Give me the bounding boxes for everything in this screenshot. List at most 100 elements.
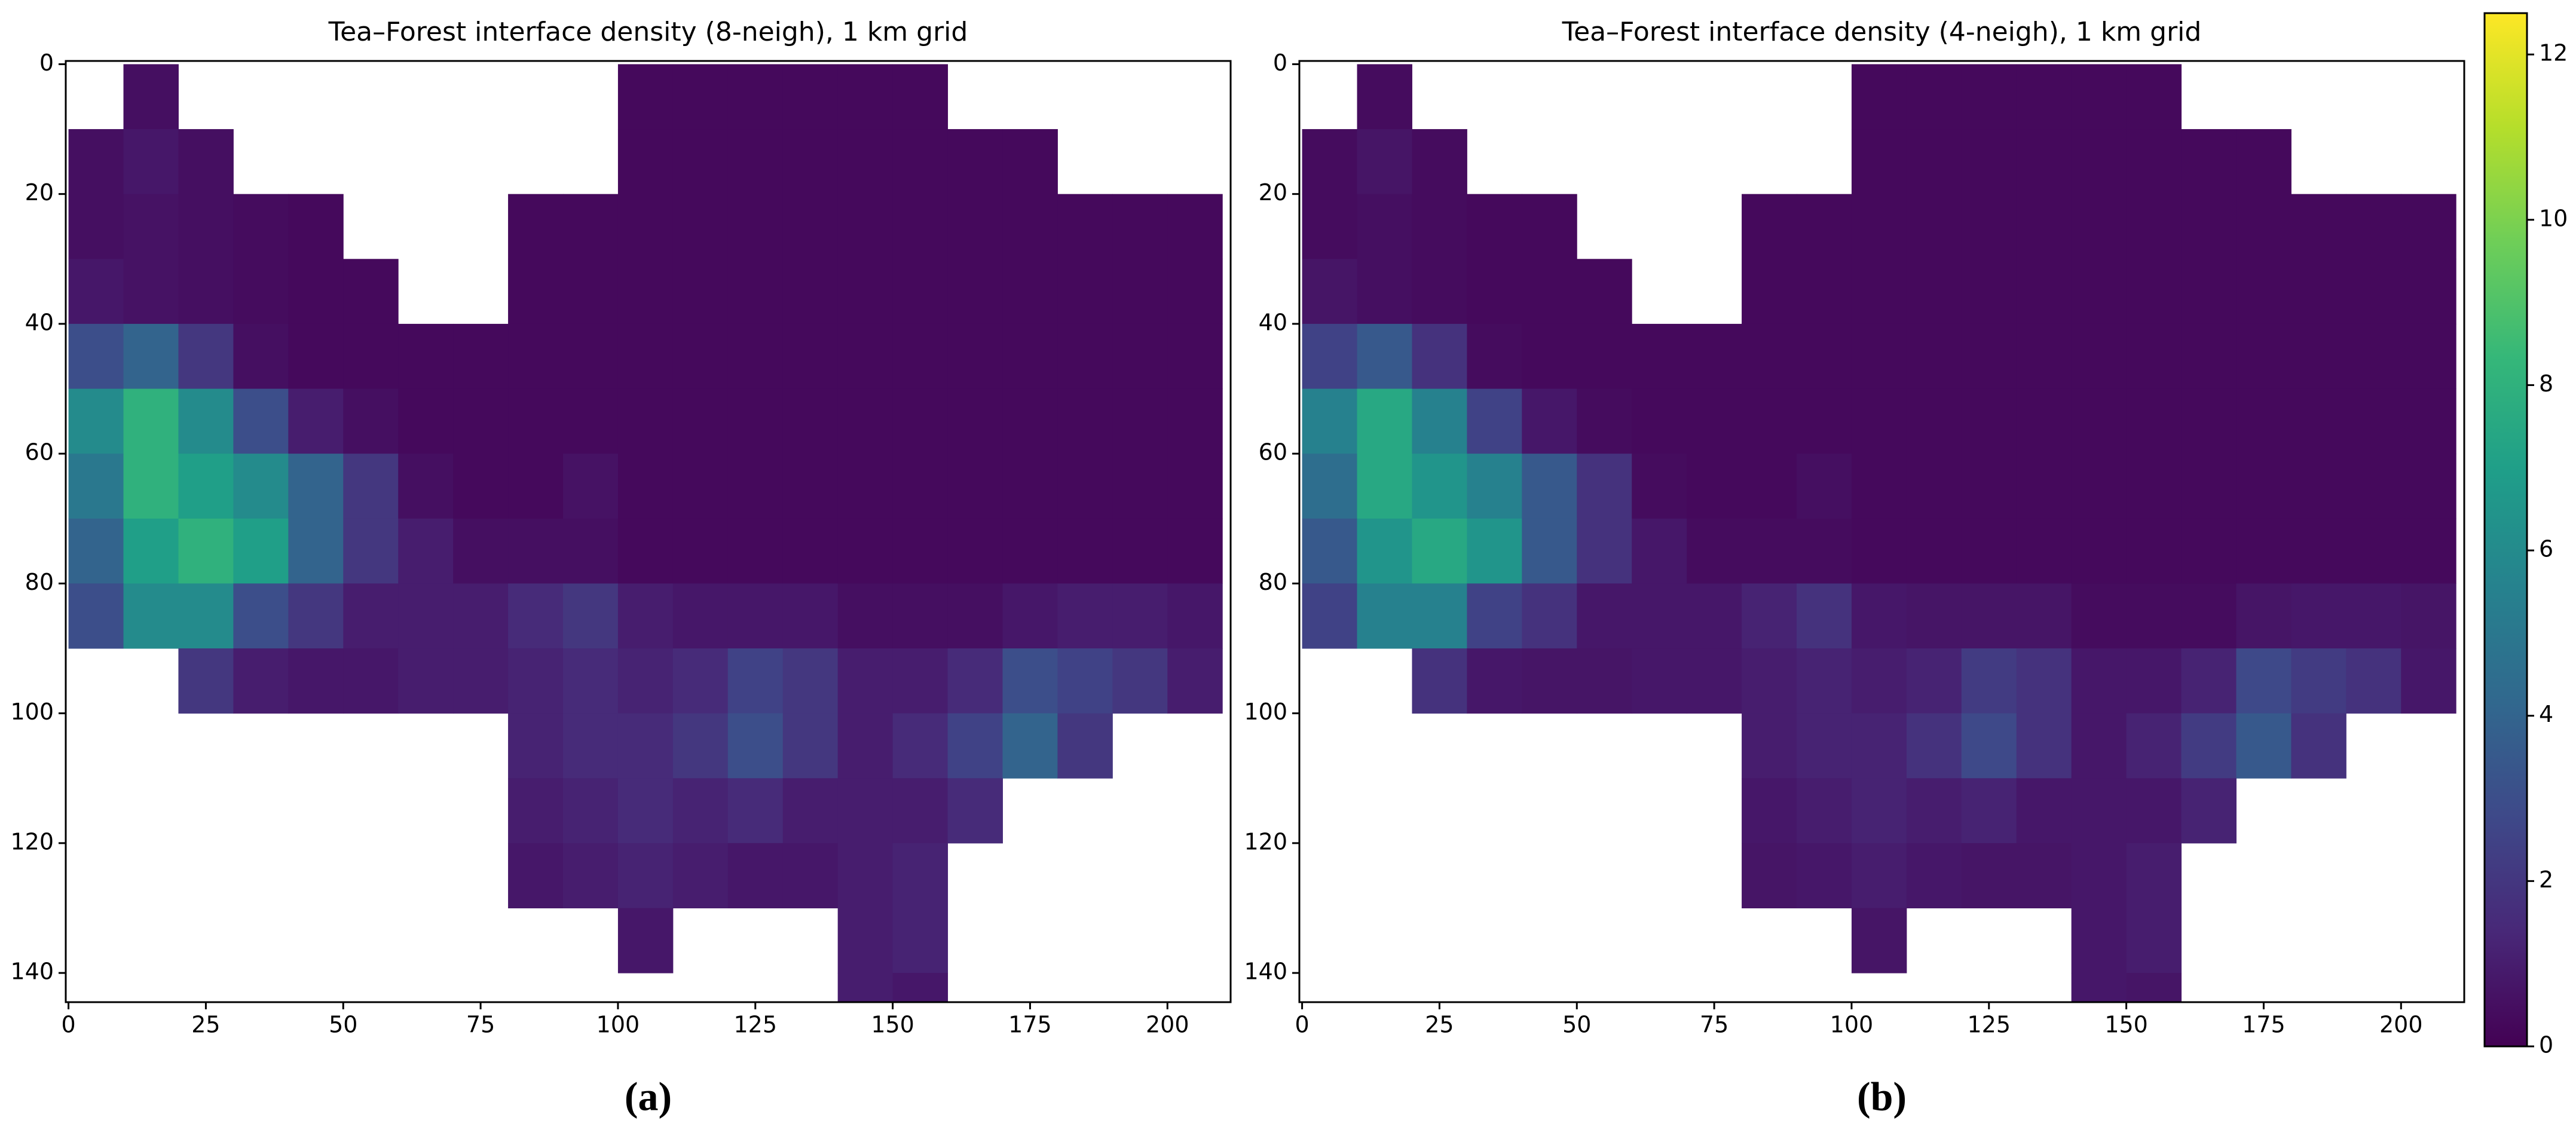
cell bbox=[1167, 388, 1223, 454]
cell bbox=[2016, 129, 2072, 195]
cell bbox=[837, 778, 894, 844]
cell bbox=[2071, 843, 2127, 908]
cell bbox=[1742, 778, 1797, 844]
cell bbox=[398, 454, 454, 519]
cell bbox=[178, 194, 234, 259]
cell bbox=[178, 518, 234, 584]
cell bbox=[1302, 518, 1358, 584]
cell bbox=[1112, 583, 1168, 649]
x-tick-label: 50 bbox=[1562, 1012, 1591, 1038]
cell bbox=[1112, 454, 1168, 519]
cell bbox=[2291, 648, 2346, 714]
cell bbox=[727, 648, 784, 714]
cell bbox=[947, 583, 1003, 649]
cell bbox=[1742, 454, 1797, 519]
cell bbox=[947, 194, 1003, 259]
colorbar-tick-label: 2 bbox=[2539, 867, 2553, 893]
cell bbox=[727, 583, 784, 649]
cell bbox=[233, 388, 289, 454]
cell bbox=[2291, 518, 2346, 584]
cell bbox=[2346, 583, 2401, 649]
cell bbox=[233, 259, 289, 324]
cell bbox=[2071, 583, 2127, 649]
cell bbox=[2181, 259, 2237, 324]
cell bbox=[2071, 973, 2127, 1002]
cell bbox=[2181, 583, 2237, 649]
cell bbox=[1002, 259, 1058, 324]
colorbar bbox=[2483, 12, 2528, 1048]
cell bbox=[123, 583, 179, 649]
cell bbox=[343, 323, 399, 390]
cell bbox=[1851, 388, 1907, 454]
cell bbox=[1412, 323, 1467, 390]
cell bbox=[2346, 259, 2401, 324]
cell bbox=[2291, 713, 2346, 779]
cell bbox=[2126, 843, 2182, 908]
cell bbox=[233, 583, 289, 649]
cell bbox=[617, 454, 674, 519]
cell bbox=[892, 843, 949, 908]
y-tick-label: 80 bbox=[1259, 569, 1287, 595]
cell bbox=[837, 194, 894, 259]
cell bbox=[1851, 648, 1907, 714]
cell bbox=[563, 843, 619, 908]
cell bbox=[837, 129, 894, 195]
cell bbox=[1961, 129, 2017, 195]
cell bbox=[1577, 518, 1632, 584]
cell bbox=[343, 454, 399, 519]
cell bbox=[1797, 388, 1852, 454]
x-tick-label: 200 bbox=[2379, 1012, 2423, 1038]
cell bbox=[1302, 323, 1358, 390]
cell bbox=[508, 194, 564, 259]
cell bbox=[727, 454, 784, 519]
cell bbox=[2236, 454, 2292, 519]
cell bbox=[2181, 388, 2237, 454]
cell bbox=[1687, 388, 1742, 454]
cell bbox=[68, 388, 124, 454]
cell bbox=[2401, 323, 2456, 390]
cell bbox=[343, 583, 399, 649]
cell bbox=[1906, 64, 1962, 130]
cell bbox=[2126, 388, 2182, 454]
cell bbox=[727, 194, 784, 259]
cell bbox=[892, 259, 949, 324]
cell bbox=[2016, 388, 2072, 454]
cell bbox=[1961, 583, 2017, 649]
cell bbox=[837, 648, 894, 714]
cell bbox=[892, 648, 949, 714]
cell bbox=[672, 388, 729, 454]
cell bbox=[288, 454, 344, 519]
cell bbox=[453, 454, 509, 519]
cell bbox=[617, 583, 674, 649]
cell bbox=[2071, 388, 2127, 454]
cell bbox=[123, 259, 179, 324]
cell bbox=[1467, 388, 1522, 454]
cell bbox=[453, 583, 509, 649]
cell bbox=[672, 194, 729, 259]
cell bbox=[1167, 648, 1223, 714]
cell bbox=[398, 583, 454, 649]
cell bbox=[947, 518, 1003, 584]
cell bbox=[1797, 518, 1852, 584]
cell bbox=[1961, 843, 2017, 908]
cell bbox=[837, 583, 894, 649]
subfigure-label: (a) bbox=[625, 1074, 672, 1119]
cell bbox=[1167, 194, 1223, 259]
cell bbox=[617, 129, 674, 195]
cell bbox=[2401, 388, 2456, 454]
cell bbox=[727, 518, 784, 584]
cell bbox=[892, 518, 949, 584]
cell bbox=[2071, 908, 2127, 973]
cell bbox=[1961, 648, 2017, 714]
cell bbox=[68, 583, 124, 649]
colorbar-tick-label: 8 bbox=[2539, 371, 2553, 397]
y-tick-label: 140 bbox=[10, 959, 54, 985]
cell bbox=[178, 129, 234, 195]
cell bbox=[508, 388, 564, 454]
cell bbox=[1797, 454, 1852, 519]
cell bbox=[1632, 388, 1687, 454]
cell bbox=[1961, 713, 2017, 779]
cell bbox=[1906, 259, 1962, 324]
cell bbox=[1961, 778, 2017, 844]
